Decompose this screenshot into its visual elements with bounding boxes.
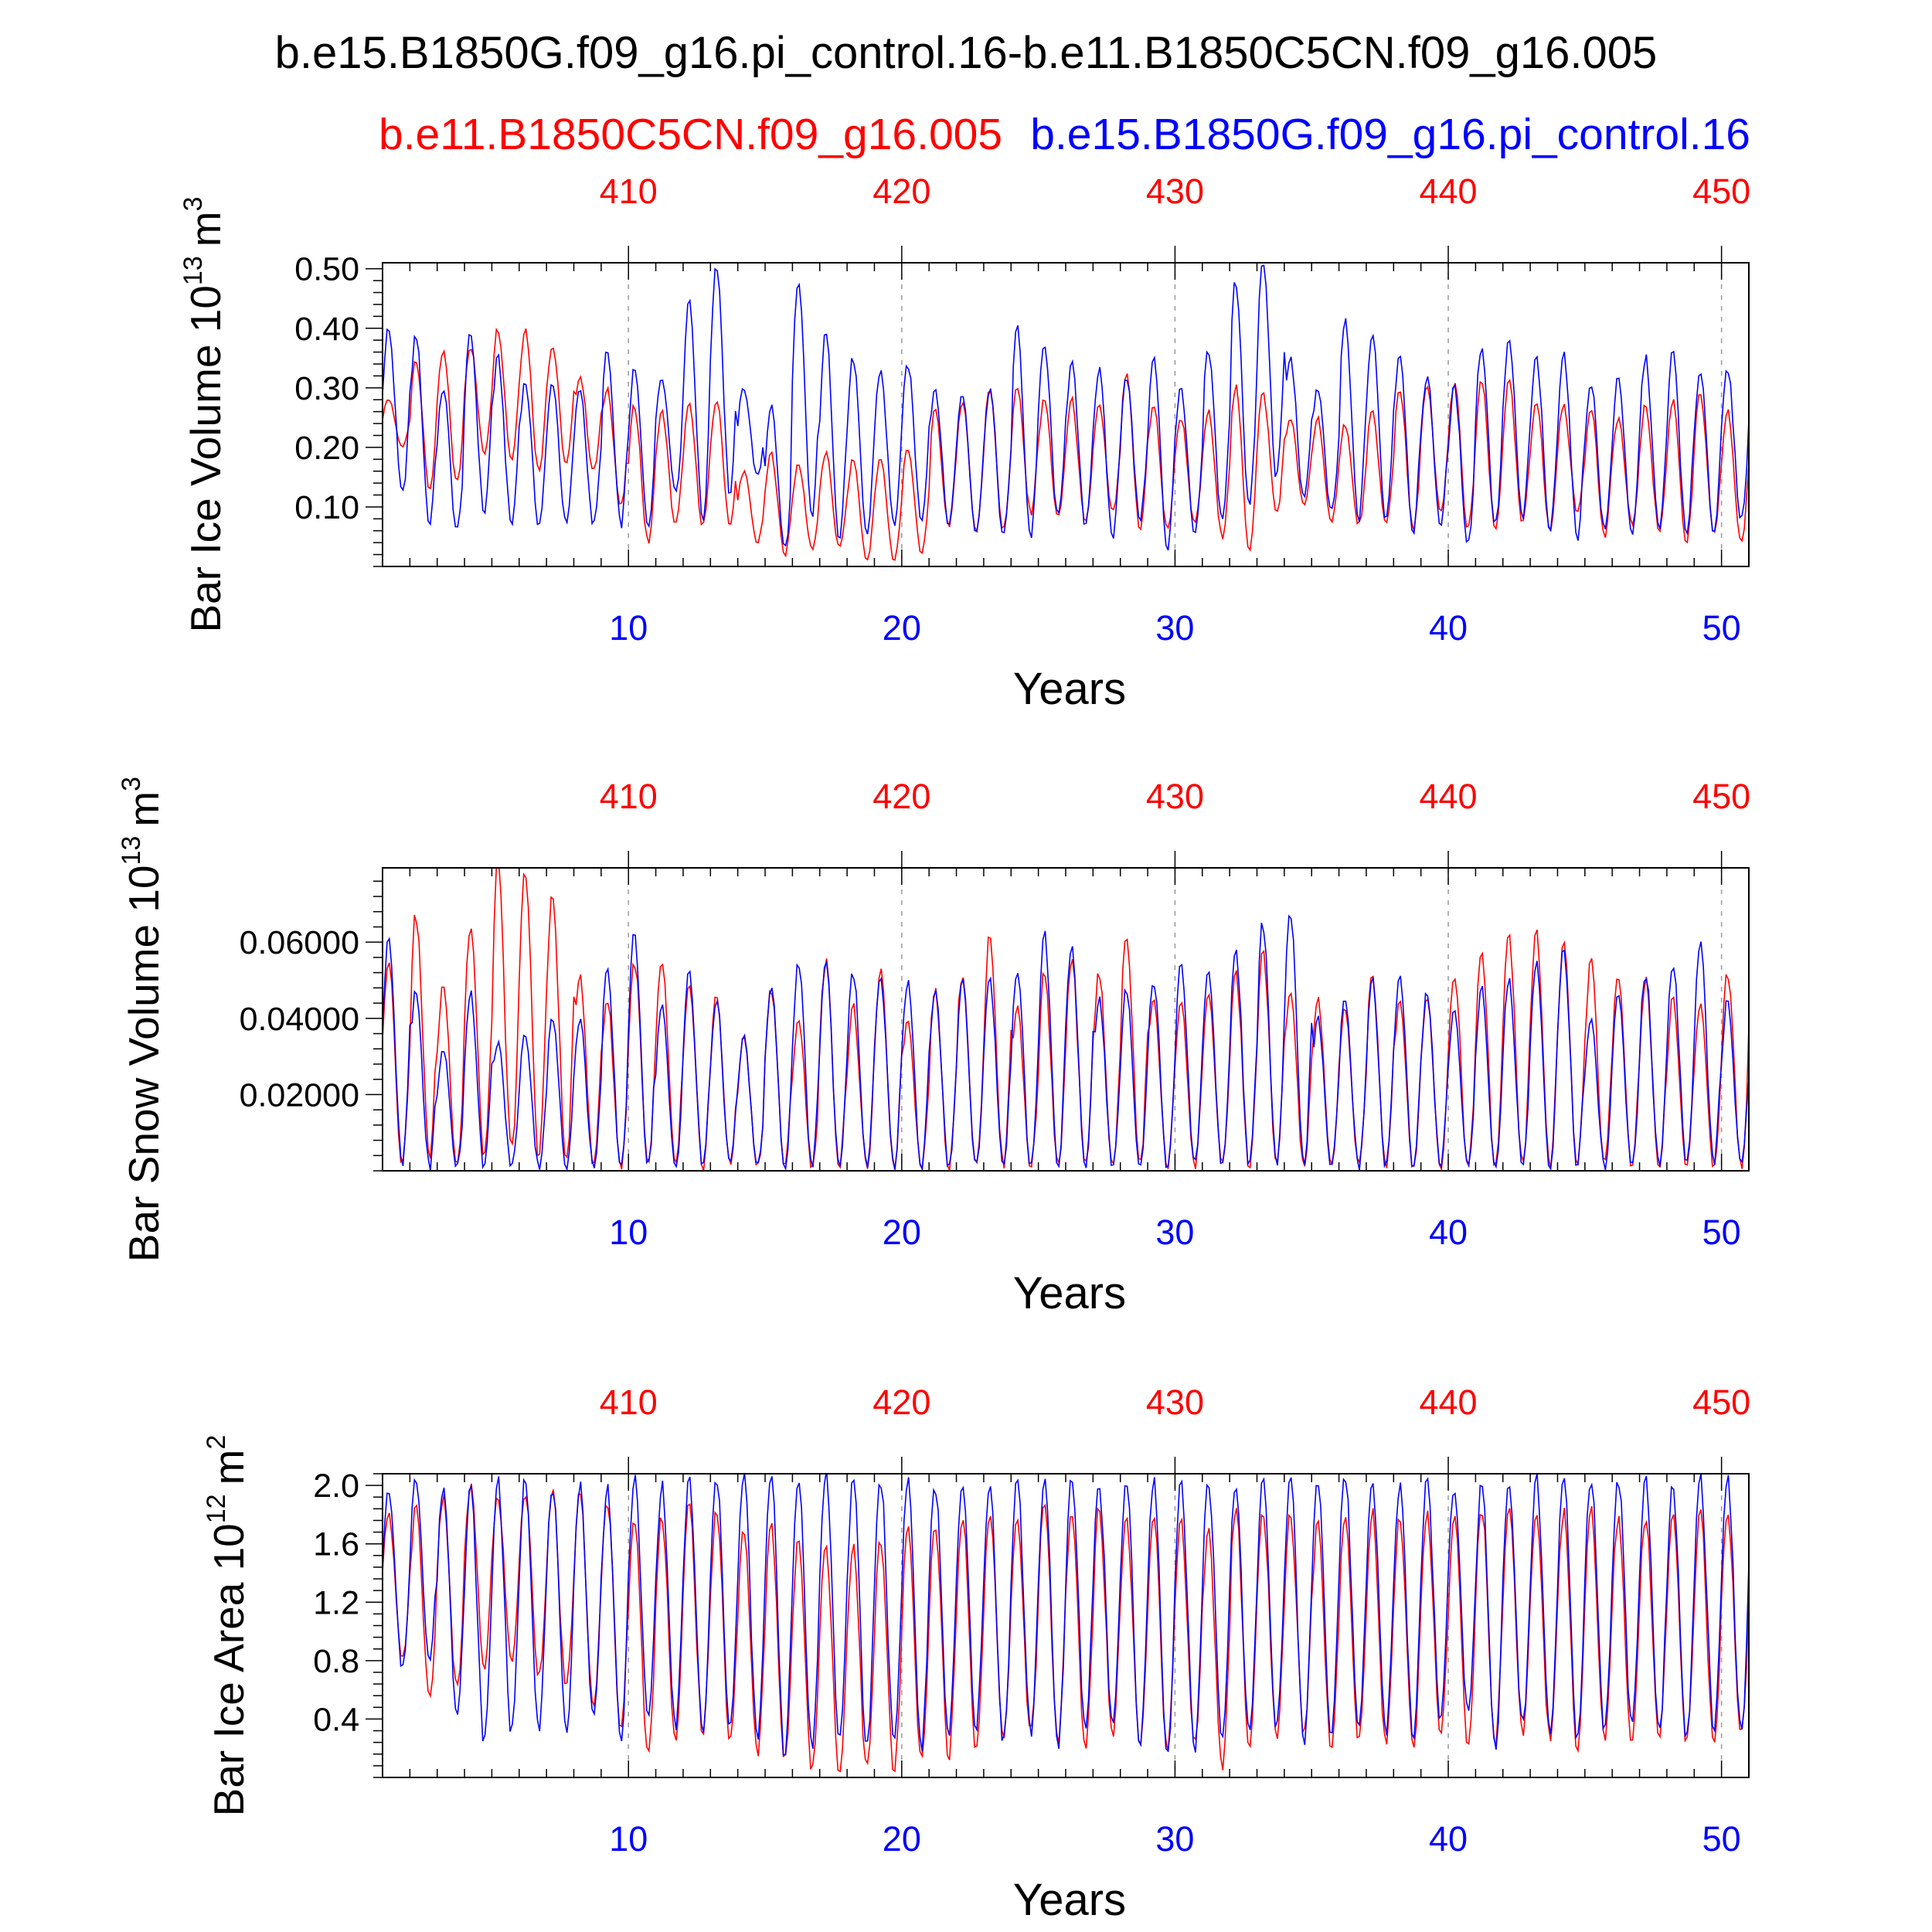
x-tick-label-bottom: 10	[609, 608, 648, 648]
x-tick-label-top: 450	[1692, 1383, 1750, 1422]
x-tick-label-top: 410	[600, 1383, 658, 1422]
x-tick-label-top: 420	[872, 172, 930, 211]
y-tick-label: 0.10	[294, 489, 359, 526]
y-axis-title-text: Bar Ice Volume 1013 m3	[179, 196, 230, 632]
y-axis-title: Bar Snow Volume 1013 m3	[117, 777, 168, 1262]
series-line-blue	[383, 914, 1749, 1171]
y-axis-title-main: Bar Ice Area 10	[205, 1523, 253, 1816]
x-tick-label-bottom: 10	[609, 1213, 648, 1252]
y-tick-label: 0.30	[294, 370, 359, 407]
y-tick-label: 2.0	[313, 1468, 359, 1505]
x-tick-label-bottom: 30	[1155, 1213, 1194, 1252]
y-axis-title-unit-exponent: 3	[179, 196, 208, 211]
y-axis-title-main: Bar Snow Volume 10	[120, 865, 168, 1262]
x-tick-label-bottom: 30	[1155, 1819, 1194, 1859]
x-tick-label-bottom: 50	[1702, 1819, 1741, 1859]
y-axis-title-unit-exponent: 2	[202, 1435, 231, 1450]
x-tick-label-top: 440	[1419, 1383, 1477, 1422]
y-axis-title-exponent: 12	[202, 1494, 231, 1523]
y-tick-label: 0.04000	[240, 1001, 359, 1038]
x-axis-title: Years	[1013, 664, 1126, 714]
x-tick-label-bottom: 20	[883, 1213, 921, 1252]
x-tick-label-top: 440	[1419, 777, 1477, 816]
y-tick-label: 0.40	[294, 311, 359, 348]
y-axis-title-unit: m	[205, 1450, 253, 1485]
x-tick-label-top: 440	[1419, 172, 1477, 211]
x-tick-label-top: 450	[1692, 172, 1750, 211]
x-tick-label-bottom: 40	[1429, 608, 1468, 648]
x-tick-label-bottom: 10	[609, 1819, 648, 1859]
y-axis-title: Bar Ice Volume 1013 m3	[179, 196, 230, 632]
y-axis-title: Bar Ice Area 1012 m2	[202, 1435, 253, 1817]
y-tick-label: 0.06000	[240, 924, 359, 961]
x-tick-label-top: 410	[600, 777, 658, 816]
y-tick-label: 0.4	[313, 1701, 359, 1738]
y-axis-title-exponent: 13	[117, 836, 146, 866]
x-tick-label-top: 420	[872, 1383, 930, 1422]
x-tick-label-bottom: 20	[883, 608, 921, 648]
x-axis-title: Years	[1013, 1875, 1126, 1925]
x-axis-title: Years	[1013, 1268, 1126, 1318]
chart-panels: 0.10 0.20 0.30 0.40 0.50 10 410 20 420 30 430 40 440…	[117, 172, 1750, 1925]
y-tick-label: 1.2	[313, 1584, 359, 1621]
y-axis-title-text: Bar Ice Area 1012 m2	[202, 1435, 253, 1817]
y-tick-label: 1.6	[313, 1526, 359, 1563]
y-axis-title-unit-exponent: 3	[117, 777, 146, 791]
series-line-red	[383, 327, 1749, 561]
y-tick-label: 0.20	[294, 430, 359, 467]
x-tick-label-top: 430	[1146, 172, 1204, 211]
y-axis-title-exponent: 13	[179, 256, 208, 285]
x-tick-label-bottom: 40	[1429, 1819, 1468, 1859]
series-line-blue	[383, 1474, 1749, 1756]
chart-panel-2: 0.02000 0.04000 0.06000 10 410 20 420 30 430 40 44…	[117, 777, 1750, 1318]
x-tick-label-top: 430	[1146, 777, 1204, 816]
y-axis-title-unit: m	[182, 211, 230, 247]
x-tick-label-top: 450	[1692, 777, 1750, 816]
y-tick-label: 0.8	[313, 1643, 359, 1680]
legend-red-label: b.e11.B1850C5CN.f09_g16.005	[379, 110, 1002, 159]
x-tick-label-top: 420	[872, 777, 930, 816]
x-tick-label-bottom: 50	[1702, 1213, 1741, 1252]
x-tick-label-bottom: 40	[1429, 1213, 1468, 1252]
x-tick-label-bottom: 20	[883, 1819, 921, 1859]
chart-panel-3: 0.4 0.8 1.2 1.6 2.0 10 410 20 420 30 430 40 440 50 450…	[202, 1383, 1750, 1925]
y-axis-title-main: Bar Ice Volume 10	[182, 285, 230, 632]
x-tick-label-top: 430	[1146, 1383, 1204, 1422]
x-tick-label-top: 410	[600, 172, 658, 211]
y-tick-label: 0.02000	[240, 1077, 359, 1114]
legend-blue-label: b.e15.B1850G.f09_g16.pi_control.16	[1030, 110, 1750, 159]
x-tick-label-bottom: 50	[1702, 608, 1741, 648]
chart-panel-1: 0.10 0.20 0.30 0.40 0.50 10 410 20 420 30 430 40 440…	[179, 172, 1750, 714]
y-axis-title-unit: m	[120, 791, 168, 827]
y-axis-title-text: Bar Snow Volume 1013 m3	[117, 777, 168, 1262]
series-line-blue	[383, 264, 1749, 551]
figure-title: b.e15.B1850G.f09_g16.pi_control.16-b.e11…	[275, 28, 1658, 78]
y-tick-label: 0.50	[294, 251, 359, 288]
x-tick-label-bottom: 30	[1155, 608, 1194, 648]
